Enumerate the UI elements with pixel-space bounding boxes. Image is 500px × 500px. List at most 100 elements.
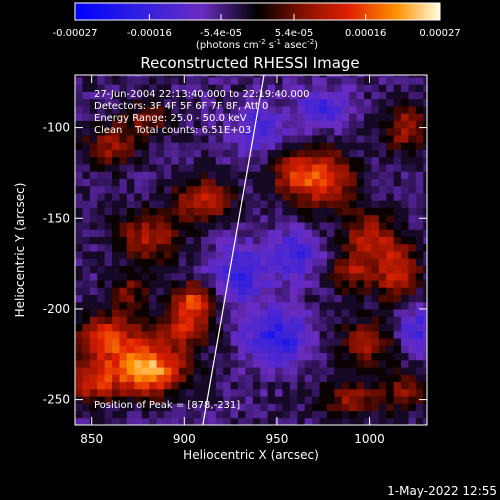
heatmap-cell	[171, 388, 180, 397]
heatmap-cell	[156, 359, 165, 368]
heatmap-cell	[163, 98, 172, 107]
heatmap-cell	[423, 185, 427, 194]
heatmap-cell	[223, 366, 232, 375]
heatmap-cell	[408, 171, 417, 179]
heatmap-cell	[312, 352, 321, 361]
heatmap-cell	[223, 330, 232, 339]
heatmap-cell	[156, 287, 165, 296]
heatmap-cell	[378, 142, 387, 150]
heatmap-cell	[149, 134, 158, 143]
heatmap-cell	[89, 221, 98, 230]
heatmap-cell	[149, 395, 158, 404]
heatmap-cell	[312, 272, 321, 281]
heatmap-cell	[223, 163, 232, 172]
heatmap-cell	[378, 294, 387, 303]
heatmap-cell	[200, 403, 209, 412]
heatmap-cell	[82, 178, 91, 187]
heatmap-cell	[415, 236, 424, 245]
heatmap-cell	[238, 374, 247, 383]
heatmap-cell	[423, 258, 427, 267]
heatmap-cell	[223, 75, 232, 78]
heatmap-cell	[193, 381, 202, 390]
heatmap-cell	[371, 279, 380, 288]
heatmap-cell	[171, 265, 180, 274]
heatmap-cell	[186, 417, 195, 425]
heatmap-cell	[134, 366, 143, 375]
heatmap-cell	[289, 359, 298, 368]
heatmap-cell	[238, 352, 247, 361]
heatmap-cell	[141, 323, 150, 332]
heatmap-cell	[408, 279, 417, 288]
heatmap-cell	[193, 229, 202, 237]
heatmap-cell	[423, 265, 427, 274]
heatmap-cell	[423, 75, 427, 78]
heatmap-cell	[267, 366, 276, 375]
heatmap-cell	[208, 75, 217, 78]
heatmap-cell	[134, 258, 143, 267]
heatmap-cell	[393, 98, 402, 107]
heatmap-cell	[393, 403, 402, 412]
heatmap-cell	[104, 301, 113, 310]
heatmap-cell	[334, 127, 343, 136]
heatmap-cell	[178, 84, 187, 92]
heatmap-cell	[401, 91, 410, 100]
heatmap-cell	[245, 301, 254, 310]
heatmap-cell	[75, 127, 84, 136]
heatmap-cell	[149, 75, 158, 78]
heatmap-cell	[238, 163, 247, 172]
heatmap-cell	[171, 417, 180, 425]
heatmap-cell	[178, 395, 187, 404]
heatmap-cell	[378, 330, 387, 339]
heatmap-cell	[171, 76, 180, 85]
heatmap-cell	[223, 105, 232, 114]
heatmap-cell	[149, 214, 158, 223]
heatmap-cell	[401, 301, 410, 310]
heatmap-cell	[356, 76, 365, 85]
heatmap-cell	[215, 395, 224, 404]
heatmap-cell	[312, 91, 321, 100]
heatmap-cell	[223, 287, 232, 296]
heatmap-cell	[319, 113, 328, 121]
heatmap-cell	[230, 127, 239, 136]
heatmap-cell	[319, 207, 328, 216]
heatmap-cell	[245, 352, 254, 361]
heatmap-cell	[200, 330, 209, 339]
heatmap-cell	[230, 91, 239, 100]
heatmap-cell	[238, 156, 247, 165]
heatmap-cell	[186, 236, 195, 245]
heatmap-cell	[215, 84, 224, 92]
heatmap-cell	[349, 294, 358, 303]
heatmap-cell	[408, 330, 417, 339]
heatmap-cell	[104, 229, 113, 237]
heatmap-cell	[326, 250, 335, 259]
heatmap-cell	[312, 403, 321, 412]
heatmap-cell	[126, 330, 135, 339]
heatmap-cell	[408, 163, 417, 172]
heatmap-cell	[171, 359, 180, 368]
heatmap-cell	[89, 149, 98, 158]
heatmap-cell	[200, 272, 209, 281]
heatmap-cell	[252, 243, 261, 252]
heatmap-cell	[319, 374, 328, 383]
heatmap-cell	[178, 374, 187, 383]
heatmap-cell	[267, 272, 276, 281]
heatmap-cell	[149, 403, 158, 412]
heatmap-cell	[126, 156, 135, 165]
heatmap-cell	[334, 75, 343, 78]
heatmap-cell	[200, 301, 209, 310]
heatmap-cell	[141, 308, 150, 317]
heatmap-cell	[223, 98, 232, 107]
heatmap-cell	[200, 76, 209, 85]
heatmap-cell	[356, 258, 365, 267]
heatmap-cell	[371, 388, 380, 397]
heatmap-cell	[245, 294, 254, 303]
heatmap-cell	[112, 388, 121, 397]
heatmap-cell	[267, 75, 276, 78]
heatmap-cell	[319, 91, 328, 100]
heatmap-cell	[112, 323, 121, 332]
heatmap-cell	[141, 403, 150, 412]
heatmap-cell	[297, 84, 306, 92]
heatmap-cell	[312, 156, 321, 165]
heatmap-cell	[415, 294, 424, 303]
heatmap-cell	[171, 113, 180, 121]
